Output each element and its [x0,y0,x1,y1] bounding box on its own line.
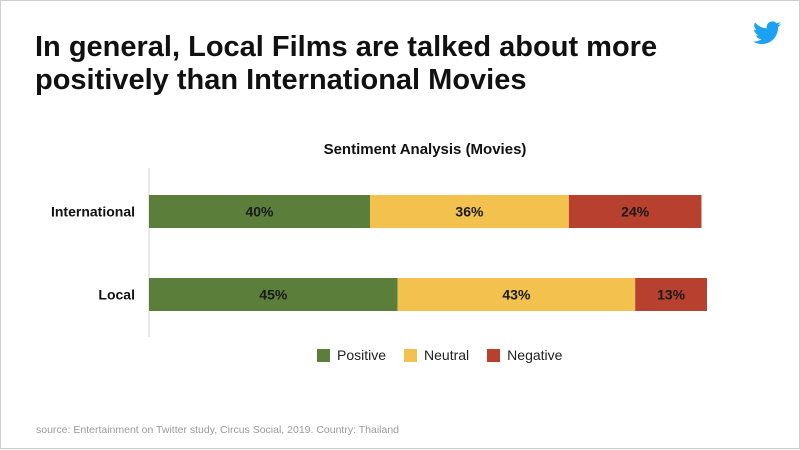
chart-legend: Positive Neutral Negative [317,347,562,363]
bar-international-negative [568,195,702,228]
data-label-international-neutral: 36% [455,204,484,220]
legend-item-negative: Negative [487,347,562,363]
legend-item-neutral: Neutral [404,347,469,363]
category-label-local: Local [98,287,135,303]
bar-local-negative [635,278,707,311]
source-note: source: Entertainment on Twitter study, … [36,424,400,436]
legend-item-positive: Positive [317,347,386,363]
legend-swatch-negative [487,348,501,362]
page-title: In general, Local Films are talked about… [35,31,658,96]
category-label-international: International [51,204,135,220]
bar-local-neutral [397,278,636,311]
data-label-local-neutral: 43% [502,287,531,303]
legend-swatch-positive [317,348,330,362]
data-label-local-positive: 45% [259,287,288,303]
bar-local-positive [149,278,398,311]
data-label-local-negative: 13% [657,287,686,303]
legend-label-negative: Negative [507,347,563,363]
legend-label-neutral: Neutral [424,347,470,363]
twitter-bird-icon [753,21,781,45]
data-label-international-negative: 24% [621,204,650,220]
bar-international-positive [149,195,370,228]
bar-international-neutral [369,195,569,228]
chart-title: Sentiment Analysis (Movies) [323,141,527,158]
legend-swatch-neutral [404,348,418,362]
legend-label-positive: Positive [337,347,387,363]
data-label-international-positive: 40% [245,204,274,220]
